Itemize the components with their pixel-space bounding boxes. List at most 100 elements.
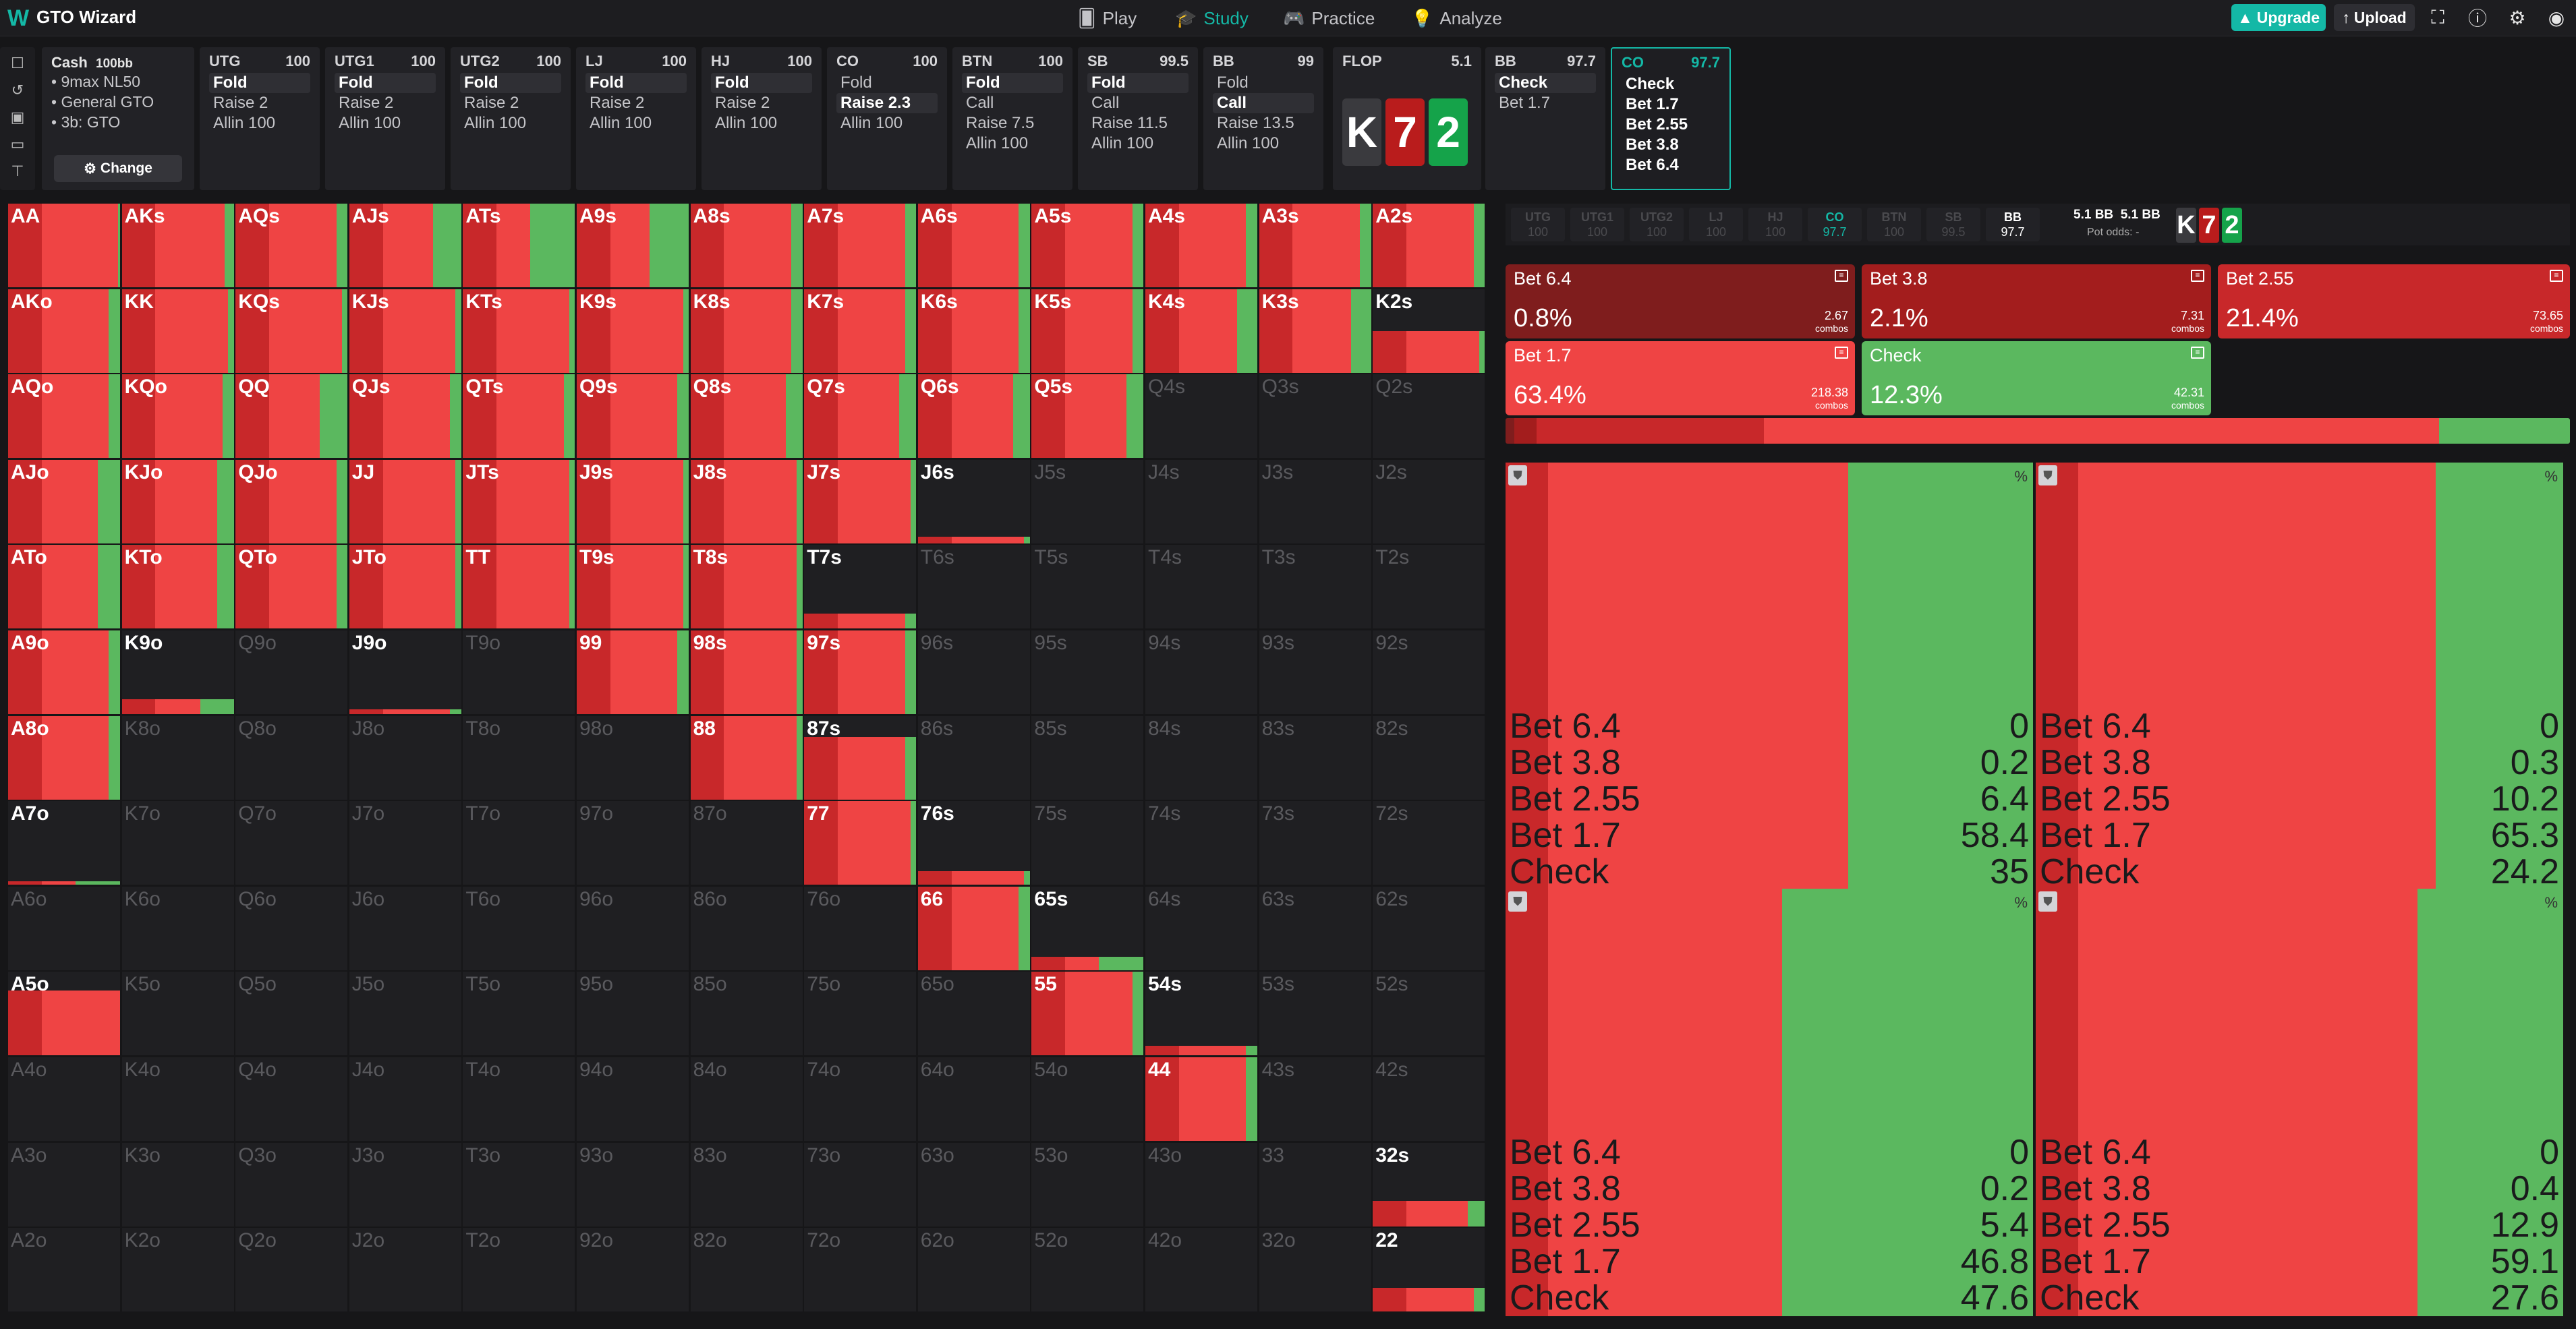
percent-toggle[interactable]: %: [2544, 894, 2558, 911]
hand-cell-52s[interactable]: 52s: [1373, 972, 1485, 1056]
hand-cell-A9o[interactable]: A9o: [8, 630, 120, 714]
hand-cell-KTs[interactable]: KTs: [463, 289, 575, 373]
hand-cell-T2o[interactable]: T2o: [463, 1228, 575, 1312]
position-action[interactable]: Allin 100: [464, 114, 527, 132]
strategy-breakdown-1[interactable]: ⛊% Bet 6.4 0 Bet 3.8 0.2 Bet 2.55 6.4 Bet 1.7 58…: [1506, 463, 2033, 890]
hand-cell-77[interactable]: 77: [804, 801, 917, 885]
hand-cell-75s[interactable]: 75s: [1031, 801, 1144, 885]
hand-cell-JTo[interactable]: JTo: [349, 545, 461, 629]
hand-cell-QTs[interactable]: QTs: [463, 374, 575, 459]
hand-cell-A2o[interactable]: A2o: [8, 1228, 120, 1312]
hand-cell-96o[interactable]: 96o: [577, 886, 689, 970]
hand-cell-95s[interactable]: 95s: [1031, 630, 1144, 714]
hand-cell-T4o[interactable]: T4o: [463, 1057, 575, 1141]
hand-cell-T3s[interactable]: T3s: [1259, 545, 1371, 629]
hand-cell-KQs[interactable]: KQs: [235, 289, 348, 373]
action-card-bet-2-55[interactable]: Bet 2.55 ≡ 21.4% 73.65 combos: [2218, 264, 2570, 338]
filter-icon[interactable]: ≡: [2191, 347, 2204, 359]
hand-cell-32o[interactable]: 32o: [1259, 1228, 1371, 1312]
hand-cell-J9s[interactable]: J9s: [577, 459, 689, 543]
hand-cell-Q7o[interactable]: Q7o: [235, 801, 348, 885]
hand-cell-AKs[interactable]: AKs: [121, 204, 234, 287]
hand-cell-K7o[interactable]: K7o: [121, 801, 234, 885]
position-action[interactable]: Raise 13.5: [1217, 114, 1294, 132]
position-action[interactable]: Allin 100: [590, 114, 652, 132]
hand-cell-J2s[interactable]: J2s: [1373, 459, 1485, 543]
hand-cell-74s[interactable]: 74s: [1145, 801, 1257, 885]
hand-cell-QQ[interactable]: QQ: [235, 374, 348, 459]
hand-cell-A3o[interactable]: A3o: [8, 1142, 120, 1227]
hand-cell-KTo[interactable]: KTo: [121, 545, 234, 629]
hand-cell-84o[interactable]: 84o: [690, 1057, 803, 1141]
hand-cell-86o[interactable]: 86o: [690, 886, 803, 970]
bb-action[interactable]: Check: [1495, 73, 1596, 93]
hand-cell-J7o[interactable]: J7o: [349, 801, 461, 885]
hand-cell-32s[interactable]: 32s: [1373, 1142, 1485, 1227]
hand-cell-AJs[interactable]: AJs: [349, 204, 461, 287]
hand-cell-AQo[interactable]: AQo: [8, 374, 120, 459]
hand-cell-97o[interactable]: 97o: [577, 801, 689, 885]
hand-cell-A7o[interactable]: A7o: [8, 801, 120, 885]
hand-cell-A4s[interactable]: A4s: [1145, 204, 1257, 287]
hand-cell-Q4o[interactable]: Q4o: [235, 1057, 348, 1141]
shield-icon[interactable]: ⛊: [1508, 465, 1527, 485]
hand-cell-QJs[interactable]: QJs: [349, 374, 461, 459]
hand-cell-T9s[interactable]: T9s: [577, 545, 689, 629]
filter-icon[interactable]: ≡: [1835, 270, 1848, 282]
hand-cell-94o[interactable]: 94o: [577, 1057, 689, 1141]
hand-cell-73s[interactable]: 73s: [1259, 801, 1371, 885]
hand-cell-A5o[interactable]: A5o: [8, 972, 120, 1056]
nav-play[interactable]: 🂠 Play: [1068, 3, 1146, 33]
hand-cell-76o[interactable]: 76o: [804, 886, 917, 970]
hand-cell-Q9o[interactable]: Q9o: [235, 630, 348, 714]
mini-position-utg[interactable]: UTG 100: [1511, 208, 1565, 241]
hand-cell-ATs[interactable]: ATs: [463, 204, 575, 287]
position-action[interactable]: Fold: [840, 73, 872, 92]
position-panel-lj[interactable]: LJ 100 Fold Raise 2 Allin 100: [576, 47, 696, 190]
hand-cell-Q8s[interactable]: Q8s: [690, 374, 803, 459]
hand-cell-T6s[interactable]: T6s: [917, 545, 1030, 629]
position-action[interactable]: Fold: [460, 73, 561, 93]
co-action[interactable]: Bet 6.4: [1626, 156, 1679, 174]
user-avatar-icon[interactable]: ◉: [2548, 7, 2565, 28]
hand-cell-Q6o[interactable]: Q6o: [235, 886, 348, 970]
position-action[interactable]: Raise 7.5: [966, 114, 1035, 132]
hand-cell-64o[interactable]: 64o: [917, 1057, 1030, 1141]
hand-cell-54o[interactable]: 54o: [1031, 1057, 1144, 1141]
hand-cell-99[interactable]: 99: [577, 630, 689, 714]
hand-cell-96s[interactable]: 96s: [917, 630, 1030, 714]
position-panel-sb[interactable]: SB 99.5 Fold Call Raise 11.5 Allin 100: [1078, 47, 1198, 190]
mini-position-utg1[interactable]: UTG1 100: [1570, 208, 1624, 241]
hand-cell-ATo[interactable]: ATo: [8, 545, 120, 629]
mini-position-utg2[interactable]: UTG2 100: [1630, 208, 1684, 241]
position-panel-utg1[interactable]: UTG1 100 Fold Raise 2 Allin 100: [325, 47, 445, 190]
hand-cell-J8o[interactable]: J8o: [349, 715, 461, 800]
hand-cell-74o[interactable]: 74o: [804, 1057, 917, 1141]
hand-cell-T5o[interactable]: T5o: [463, 972, 575, 1056]
hand-cell-Q4s[interactable]: Q4s: [1145, 374, 1257, 459]
co-panel[interactable]: CO 97.7 Check Bet 1.7 Bet 2.55 Bet 3.8 Be…: [1611, 47, 1731, 190]
position-action[interactable]: Fold: [335, 73, 436, 93]
strategy-breakdown-3[interactable]: ⛊% Bet 6.4 0 Bet 3.8 0.2 Bet 2.55 5.4 Bet 1.7 46…: [1506, 889, 2033, 1316]
hand-cell-95o[interactable]: 95o: [577, 972, 689, 1056]
hand-cell-QTo[interactable]: QTo: [235, 545, 348, 629]
hand-cell-42o[interactable]: 42o: [1145, 1228, 1257, 1312]
co-action[interactable]: Bet 2.55: [1626, 115, 1688, 134]
hand-cell-T9o[interactable]: T9o: [463, 630, 575, 714]
hand-cell-J9o[interactable]: J9o: [349, 630, 461, 714]
hand-cell-J4s[interactable]: J4s: [1145, 459, 1257, 543]
position-action[interactable]: Fold: [1087, 73, 1189, 93]
filter-icon[interactable]: ≡: [2191, 270, 2204, 282]
hand-cell-84s[interactable]: 84s: [1145, 715, 1257, 800]
hand-cell-K8o[interactable]: K8o: [121, 715, 234, 800]
hand-cell-Q5s[interactable]: Q5s: [1031, 374, 1144, 459]
hand-cell-J5o[interactable]: J5o: [349, 972, 461, 1056]
hand-cell-93o[interactable]: 93o: [577, 1142, 689, 1227]
hand-cell-Q3s[interactable]: Q3s: [1259, 374, 1371, 459]
shield-icon[interactable]: ⛊: [1508, 891, 1527, 912]
hand-cell-A8o[interactable]: A8o: [8, 715, 120, 800]
hand-cell-Q7s[interactable]: Q7s: [804, 374, 917, 459]
nav-study[interactable]: 🎓 Study: [1166, 3, 1258, 33]
position-panel-co[interactable]: CO 100 Fold Raise 2.3 Allin 100: [827, 47, 947, 190]
mini-position-btn[interactable]: BTN 100: [1867, 208, 1921, 241]
